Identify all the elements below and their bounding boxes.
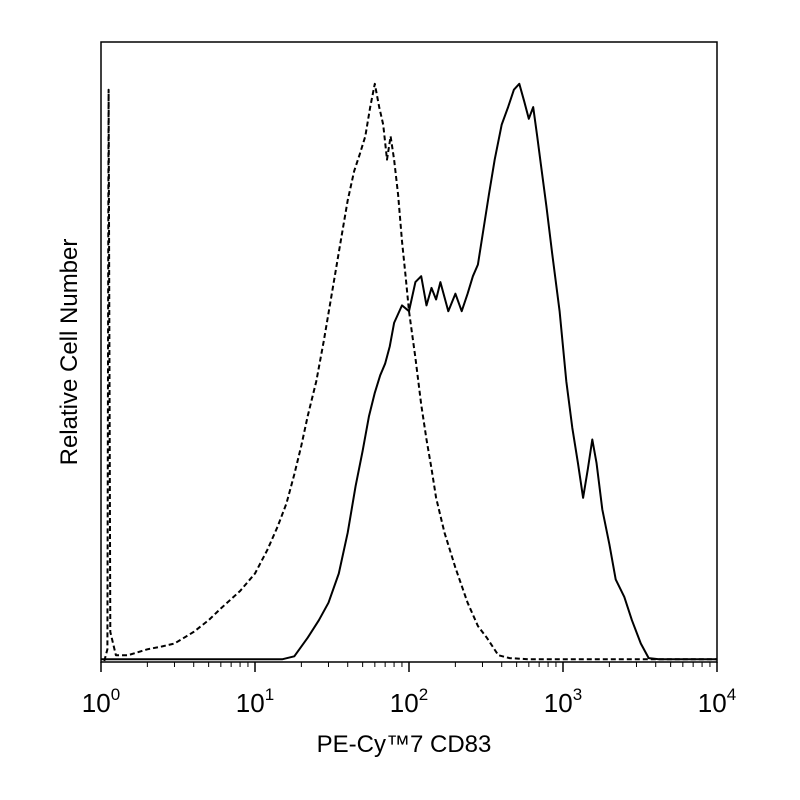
x-tick-label: 101 (236, 685, 274, 718)
control-histogram-line (103, 82, 717, 662)
y-axis-label: Relative Cell Number (56, 239, 83, 466)
series-layer (101, 82, 717, 662)
x-tick-label: 103 (544, 685, 582, 718)
x-tick-label: 102 (390, 685, 428, 718)
x-axis-ticks: 100 101 102 103 104 (82, 662, 736, 718)
x-tick-label: 100 (82, 685, 120, 718)
plot-frame (100, 41, 718, 663)
cd83-histogram-line (101, 82, 717, 661)
x-tick-label: 104 (698, 685, 736, 718)
x-axis-label: PE-Cy™7 CD83 (317, 731, 492, 758)
